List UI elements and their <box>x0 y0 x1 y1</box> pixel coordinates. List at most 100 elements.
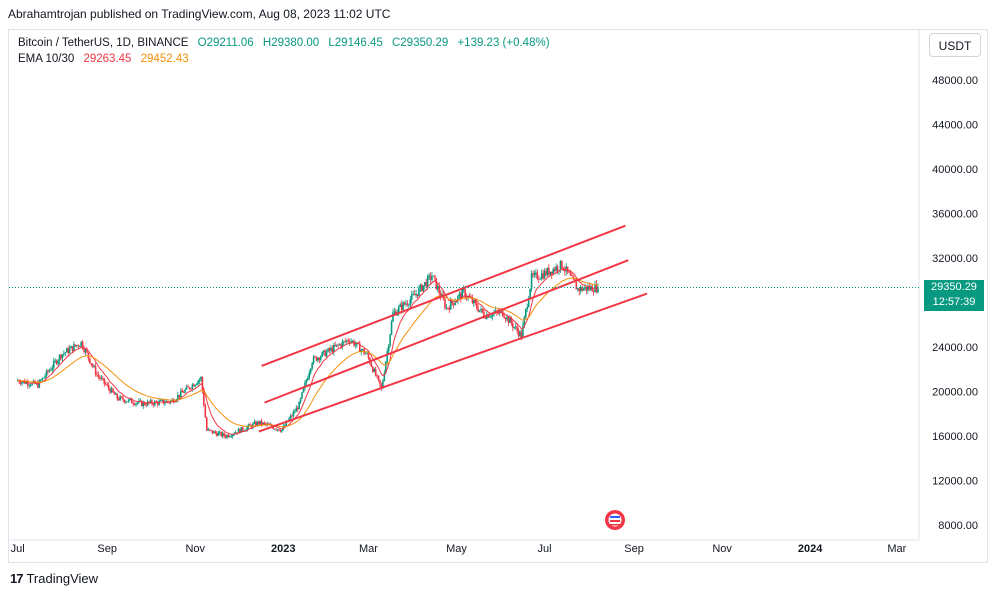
candle-body <box>185 386 188 390</box>
candle-body <box>324 350 326 357</box>
candle-body <box>406 303 409 305</box>
candle-body <box>155 401 158 403</box>
candle-body <box>184 389 186 393</box>
candle-body <box>477 307 479 312</box>
candle-body <box>460 293 462 299</box>
candle-body <box>97 374 100 377</box>
candle-body <box>149 400 152 403</box>
candle-body <box>371 366 374 372</box>
channel-line[interactable] <box>264 259 629 404</box>
chart-frame[interactable] <box>8 29 988 563</box>
channel-line[interactable] <box>261 224 626 367</box>
candle-body <box>94 366 97 375</box>
ema-row: EMA 10/30 29263.45 29452.43 <box>18 51 556 67</box>
candle-body <box>488 316 491 318</box>
candle-body <box>451 300 453 304</box>
candle-body <box>57 360 59 364</box>
candle-body <box>542 273 544 279</box>
candle-body <box>543 271 546 279</box>
candle-body <box>412 294 414 296</box>
x-tick-label: Sep <box>97 543 117 555</box>
candle-body <box>194 384 197 387</box>
candle-body <box>436 286 439 290</box>
candle-body <box>148 401 150 403</box>
candle-body <box>122 397 124 400</box>
candle-body <box>304 382 306 389</box>
candle-body <box>315 356 318 361</box>
candle-body <box>302 388 305 393</box>
candle-body <box>113 392 116 395</box>
candle-body <box>177 394 179 400</box>
symbol-label[interactable]: Bitcoin / TetherUS, 1D, BINANCE <box>18 37 189 49</box>
x-tick-label: Mar <box>359 543 378 555</box>
candle-body <box>416 294 419 296</box>
candle-body <box>102 377 104 379</box>
candle-body <box>218 431 221 433</box>
candle-body <box>334 344 337 347</box>
candle-body <box>119 396 121 401</box>
candle-body <box>44 376 46 378</box>
candle-body <box>575 282 578 290</box>
candle-body <box>360 349 363 352</box>
close-value: C29350.29 <box>391 37 449 49</box>
tradingview-logo-icon: 17 <box>10 571 24 586</box>
candle-body <box>76 345 78 347</box>
candle-body <box>432 275 435 277</box>
candle-body <box>555 266 557 271</box>
candle-body <box>42 377 45 379</box>
candle-body <box>402 302 404 310</box>
candle-body <box>399 304 402 307</box>
candle-body <box>364 353 367 355</box>
high-value: H29380.00 <box>262 37 320 49</box>
candle-body <box>164 402 166 404</box>
candle-body <box>110 388 113 393</box>
candle-body <box>190 388 192 390</box>
y-tick-label: 16000.00 <box>932 431 978 443</box>
candle-body <box>90 363 93 365</box>
y-tick-label: 44000.00 <box>932 120 978 132</box>
candle-body <box>58 354 61 361</box>
candle-body <box>536 272 539 279</box>
candle-body <box>448 307 451 310</box>
candle-body <box>179 390 182 397</box>
candle-body <box>292 411 295 417</box>
candle-body <box>568 271 570 273</box>
ema-label[interactable]: EMA 10/30 <box>18 53 75 65</box>
candle-body <box>247 424 250 427</box>
candle-body <box>142 402 145 407</box>
candle-body <box>454 302 456 306</box>
tradingview-brand[interactable]: 17 TradingView <box>10 571 98 586</box>
candle-body <box>419 284 422 288</box>
candle-body <box>126 401 129 403</box>
candle-body <box>351 340 354 342</box>
change-value: +139.23 (+0.48%) <box>457 37 550 49</box>
candle-body <box>96 374 98 376</box>
candle-body <box>296 407 299 410</box>
candle-body <box>435 278 438 290</box>
candle-body <box>242 427 244 431</box>
candle-body <box>503 316 505 319</box>
candle-body <box>592 291 595 293</box>
candle-body <box>571 275 573 277</box>
candle-body <box>428 275 430 277</box>
events-icon[interactable] <box>605 510 625 530</box>
channel-line[interactable] <box>258 292 648 433</box>
currency-unit-button[interactable]: USDT <box>929 33 981 57</box>
y-tick-label: 48000.00 <box>932 75 978 87</box>
candle-body <box>172 399 175 403</box>
candle-body <box>31 382 33 386</box>
candle-body <box>563 270 566 272</box>
candle-body <box>210 430 212 431</box>
candle-body <box>524 309 527 317</box>
candle-body <box>457 296 459 301</box>
candle-body <box>517 330 520 337</box>
candle-body <box>21 381 23 384</box>
candle-body <box>285 421 287 426</box>
candle-body <box>390 321 393 335</box>
candle-body <box>490 316 492 318</box>
candle-body <box>301 392 303 399</box>
candle-body <box>18 380 20 383</box>
candle-body <box>350 341 352 343</box>
candle-body <box>473 300 475 304</box>
